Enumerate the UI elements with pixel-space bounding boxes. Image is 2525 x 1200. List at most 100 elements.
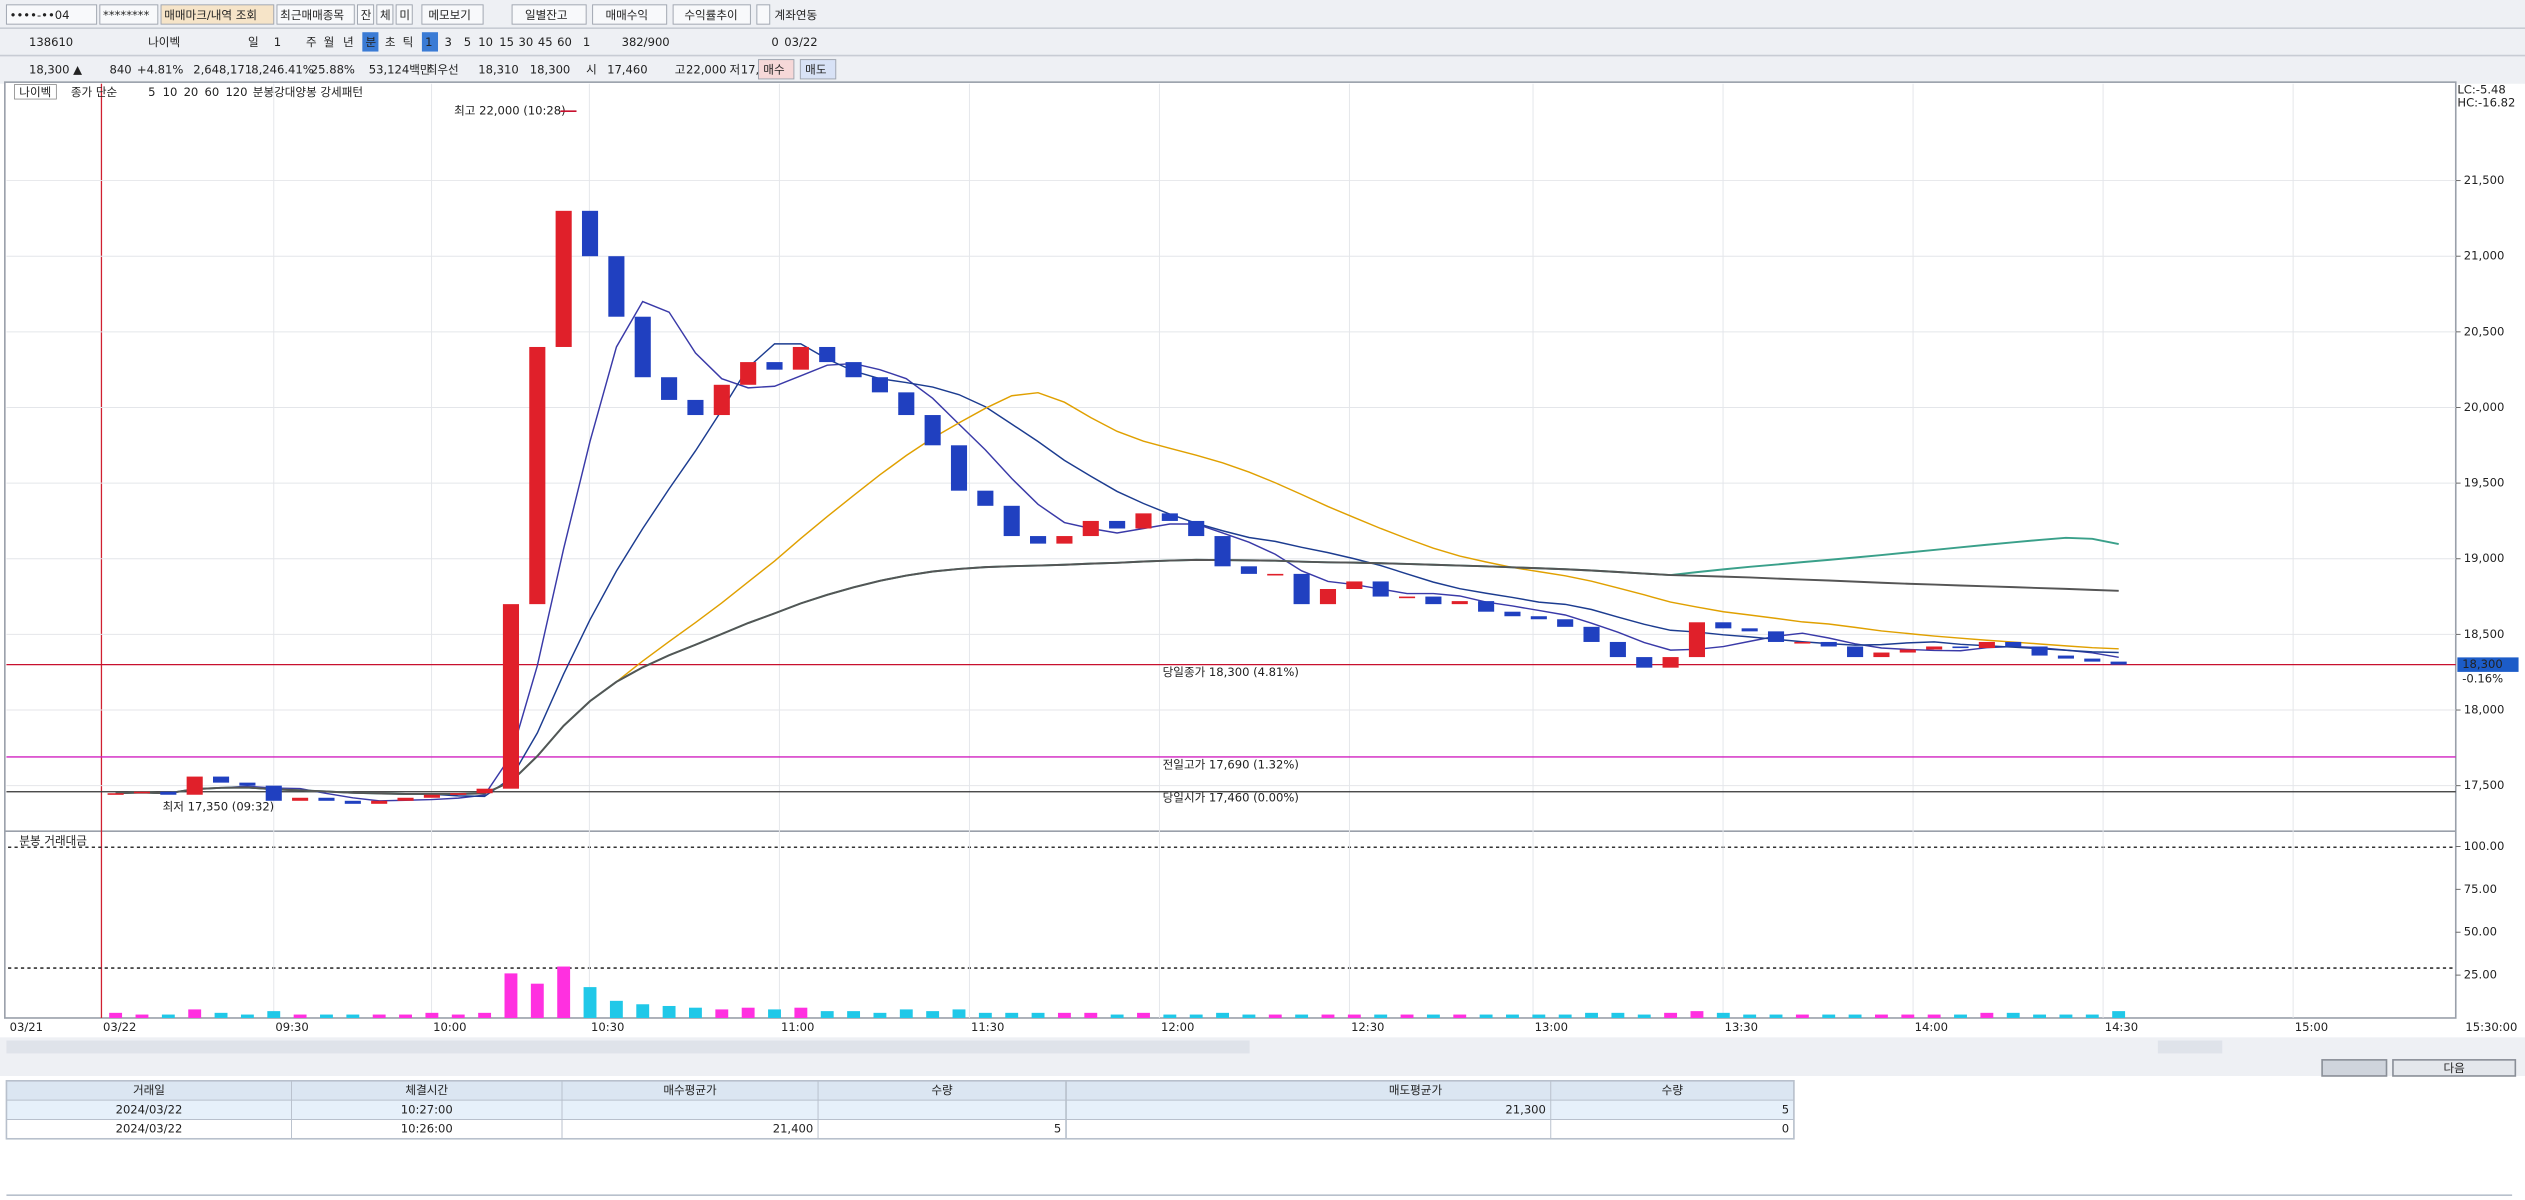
volume-bar bbox=[926, 1011, 940, 1018]
volume-title: 분봉 거래대금 bbox=[19, 833, 87, 847]
candle bbox=[1530, 616, 1547, 620]
table-cell: 21,300 bbox=[1505, 1102, 1546, 1116]
quote-field: 18,310 bbox=[478, 63, 519, 77]
toolbar-label[interactable]: 매매수익 bbox=[605, 8, 648, 22]
candle bbox=[1003, 505, 1020, 537]
toolbar-label[interactable]: 잔 bbox=[361, 8, 372, 22]
toolbar-button[interactable] bbox=[160, 4, 275, 25]
table-row-bg bbox=[6, 1100, 1794, 1120]
toolbar-button[interactable] bbox=[99, 4, 159, 25]
x-tick-label: 14:30 bbox=[2105, 1020, 2138, 1034]
toolbar-label[interactable]: 메모보기 bbox=[428, 8, 471, 22]
toolbar-label[interactable]: 30 bbox=[519, 35, 534, 49]
candle bbox=[1109, 520, 1126, 529]
table-cell: 5 bbox=[1054, 1122, 1061, 1136]
volume-bar bbox=[1268, 1014, 1282, 1018]
candle bbox=[1583, 626, 1600, 642]
toolbar-bg bbox=[0, 0, 2525, 84]
last-change: -0.16% bbox=[2462, 672, 2503, 686]
toolbar-label[interactable]: ******** bbox=[103, 8, 150, 22]
quote-field: 8,246.41% bbox=[251, 63, 314, 77]
toolbar-label[interactable]: 계좌연동 bbox=[775, 8, 818, 22]
toolbar-selected[interactable] bbox=[421, 32, 439, 52]
toolbar-label[interactable]: 10 bbox=[478, 35, 493, 49]
toolbar-label[interactable]: 일별잔고 bbox=[525, 8, 568, 22]
toolbar-label[interactable]: 체 bbox=[380, 8, 391, 22]
toolbar-selected[interactable] bbox=[362, 32, 379, 52]
quote-field[interactable]: 매도 bbox=[805, 63, 827, 77]
toolbar-button[interactable] bbox=[672, 4, 751, 25]
toolbar-label[interactable]: 나이벡 bbox=[148, 35, 180, 49]
candle bbox=[1346, 581, 1363, 590]
volume-bar bbox=[1506, 1014, 1519, 1018]
toolbar-label[interactable]: 일 bbox=[248, 35, 259, 49]
volume-bar bbox=[1558, 1014, 1572, 1018]
scrollbar[interactable] bbox=[6, 1040, 1250, 1054]
toolbar-label[interactable]: 매매마크/내역 조회 bbox=[164, 8, 257, 22]
toolbar-label[interactable]: 1 bbox=[583, 35, 590, 49]
toolbar-label[interactable]: 5 bbox=[464, 35, 471, 49]
toolbar-label[interactable]: 년 bbox=[343, 35, 354, 49]
toolbar-label[interactable]: 60 bbox=[557, 35, 572, 49]
table-cell: 0 bbox=[1782, 1122, 1789, 1136]
candle bbox=[450, 793, 467, 795]
toolbar-label[interactable]: 15 bbox=[499, 35, 514, 49]
candle bbox=[1926, 646, 1943, 650]
toolbar-label[interactable]: 382/900 bbox=[622, 35, 670, 49]
toolbar-label[interactable]: 0 bbox=[771, 35, 778, 49]
volume-bar bbox=[636, 1004, 650, 1018]
candle bbox=[581, 210, 599, 257]
toolbar-label[interactable]: 틱 bbox=[403, 35, 414, 49]
toolbar-button[interactable] bbox=[395, 4, 413, 25]
toolbar-label[interactable]: 초 bbox=[385, 35, 396, 49]
volume-bar bbox=[530, 983, 544, 1018]
toolbar-label[interactable]: 3 bbox=[444, 35, 451, 49]
next-button-label[interactable]: 다음 bbox=[2443, 1061, 2465, 1075]
quote-field: 저 bbox=[729, 63, 740, 77]
volume-bar bbox=[952, 1009, 966, 1018]
toolbar-label[interactable]: 미 bbox=[399, 8, 410, 22]
zoom-button[interactable] bbox=[2321, 1059, 2388, 1077]
toolbar-label[interactable]: 1 bbox=[274, 35, 281, 49]
toolbar-label[interactable]: 분 bbox=[366, 35, 377, 49]
toolbar-label[interactable]: 138610 bbox=[29, 35, 73, 49]
quote-field: 최우선 bbox=[427, 63, 459, 77]
toolbar-button[interactable] bbox=[376, 4, 394, 25]
toolbar-button[interactable] bbox=[592, 4, 668, 25]
toolbar-label[interactable]: 45 bbox=[538, 35, 553, 49]
toolbar-label[interactable]: 수익률추이 bbox=[684, 8, 737, 22]
toolbar-label[interactable]: 1 bbox=[425, 35, 432, 49]
candle bbox=[713, 384, 730, 416]
reference-label: 당일시가 17,460 (0.00%) bbox=[1163, 791, 1299, 805]
order-button[interactable] bbox=[757, 59, 795, 80]
volume-bar bbox=[847, 1011, 861, 1018]
toolbar-button[interactable] bbox=[276, 4, 355, 25]
quote-field[interactable]: 매수 bbox=[763, 63, 785, 77]
volume-bar bbox=[1822, 1014, 1836, 1018]
toolbar-button[interactable] bbox=[357, 4, 375, 25]
volume-bar bbox=[741, 1007, 755, 1018]
volume-bar bbox=[1901, 1014, 1915, 1018]
toolbar-label[interactable]: ••••-••04 bbox=[10, 8, 70, 22]
toolbar-label[interactable]: 03/22 bbox=[784, 35, 817, 49]
order-button[interactable] bbox=[799, 59, 837, 80]
scroll-controls[interactable] bbox=[2157, 1040, 2223, 1054]
toolbar-label[interactable]: 최근매매종목 bbox=[280, 8, 344, 22]
candle bbox=[1267, 573, 1284, 576]
candle bbox=[1767, 631, 1785, 642]
candle bbox=[1504, 611, 1521, 617]
x-tick-label: 12:30 bbox=[1351, 1020, 1384, 1034]
x-tick-label: 03/22 bbox=[103, 1020, 136, 1034]
toolbar-label[interactable]: 월 bbox=[324, 35, 335, 49]
toolbar-button[interactable] bbox=[5, 4, 98, 25]
volume-bar bbox=[1216, 1012, 1229, 1018]
toolbar-label[interactable]: 주 bbox=[306, 35, 317, 49]
y-tick-label: 19,500 bbox=[2464, 476, 2505, 490]
table-header-bg bbox=[6, 1080, 1794, 1101]
toolbar-button[interactable] bbox=[421, 4, 484, 25]
volume-bar bbox=[1321, 1014, 1335, 1018]
toolbar-button[interactable] bbox=[756, 4, 771, 25]
volume-bar bbox=[2059, 1014, 2073, 1018]
toolbar-button[interactable] bbox=[511, 4, 587, 25]
next-button[interactable] bbox=[2392, 1059, 2517, 1077]
